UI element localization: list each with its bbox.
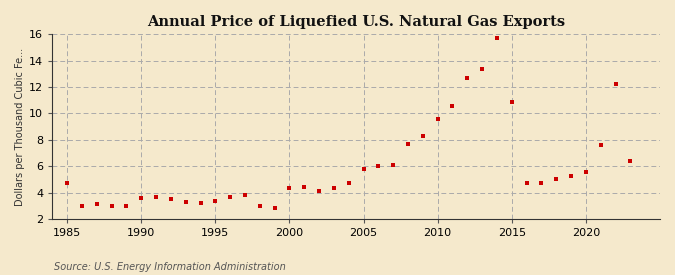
Y-axis label: Dollars per Thousand Cubic Fe...: Dollars per Thousand Cubic Fe...	[15, 48, 25, 206]
Point	[121, 204, 132, 209]
Point	[506, 99, 517, 104]
Point	[462, 76, 472, 80]
Point	[610, 82, 621, 87]
Point	[225, 194, 236, 199]
Point	[625, 159, 636, 163]
Text: Source: U.S. Energy Information Administration: Source: U.S. Energy Information Administ…	[54, 262, 286, 272]
Point	[76, 204, 87, 209]
Point	[595, 143, 606, 147]
Point	[180, 200, 191, 205]
Point	[240, 192, 250, 197]
Point	[521, 180, 532, 185]
Point	[491, 36, 502, 40]
Point	[373, 164, 384, 168]
Point	[210, 199, 221, 204]
Point	[254, 204, 265, 208]
Point	[536, 181, 547, 186]
Point	[136, 196, 146, 200]
Point	[402, 142, 413, 146]
Point	[284, 186, 295, 190]
Point	[417, 134, 428, 138]
Point	[580, 170, 591, 174]
Title: Annual Price of Liquefied U.S. Natural Gas Exports: Annual Price of Liquefied U.S. Natural G…	[147, 15, 565, 29]
Point	[447, 103, 458, 108]
Point	[299, 185, 310, 189]
Point	[551, 177, 562, 182]
Point	[165, 196, 176, 201]
Point	[61, 180, 72, 185]
Point	[432, 117, 443, 121]
Point	[477, 67, 487, 71]
Point	[388, 163, 399, 167]
Point	[151, 194, 161, 199]
Point	[566, 174, 576, 178]
Point	[329, 186, 340, 190]
Point	[314, 189, 325, 194]
Point	[358, 167, 369, 171]
Point	[91, 202, 102, 207]
Point	[106, 204, 117, 209]
Point	[344, 180, 354, 185]
Point	[195, 201, 206, 205]
Point	[269, 205, 280, 210]
